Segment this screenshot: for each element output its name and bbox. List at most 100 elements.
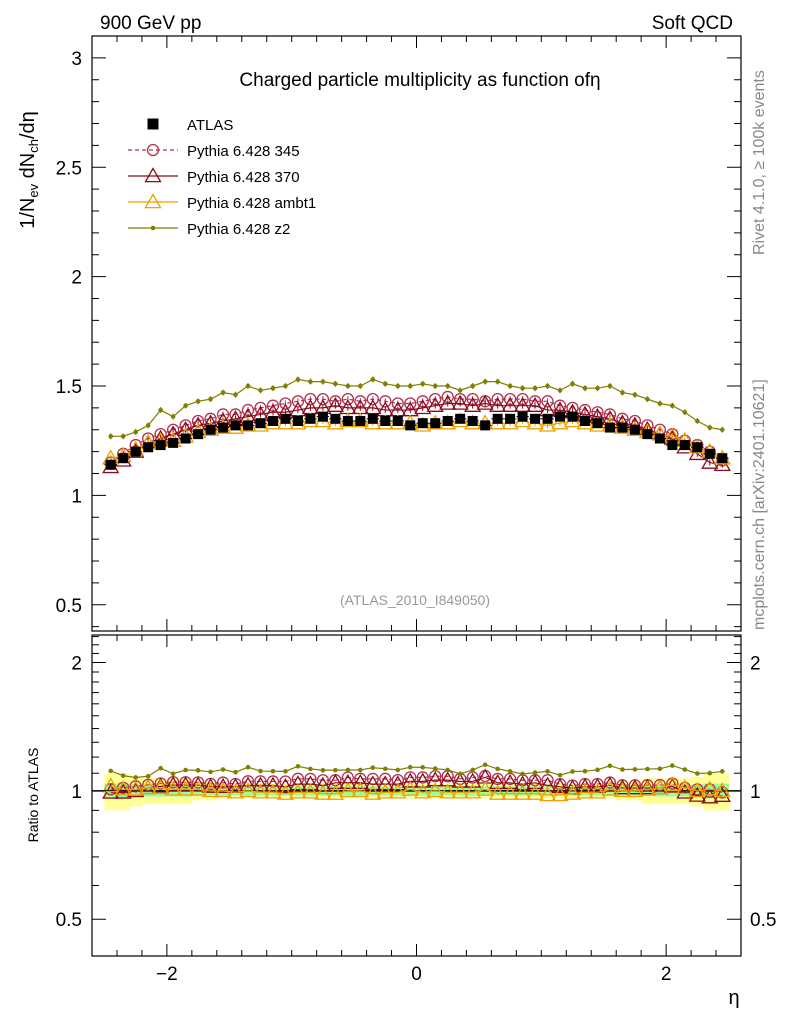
- ratio-y-tick-label-right: 0.5: [750, 910, 776, 931]
- series-point: [279, 397, 292, 410]
- data-point: [180, 433, 191, 444]
- ratio-point: [416, 771, 429, 784]
- ratio-point: [682, 767, 688, 772]
- series-point: [341, 392, 355, 406]
- series-point: [501, 396, 519, 412]
- series-point: [108, 434, 114, 439]
- series-point: [470, 383, 475, 389]
- x-tick-label: 2: [661, 964, 672, 985]
- series-point: [595, 385, 600, 391]
- data-point: [130, 446, 141, 457]
- ratio-point: [688, 782, 706, 798]
- data-point: [230, 420, 241, 431]
- data-point: [654, 433, 665, 444]
- data-point: [330, 413, 341, 424]
- series-point: [158, 407, 163, 413]
- series-point: [379, 395, 392, 408]
- ratio-point: [264, 776, 282, 792]
- series-point: [457, 388, 463, 393]
- data-point: [193, 429, 204, 440]
- ratio-point: [526, 784, 544, 800]
- ratio-point: [551, 786, 569, 802]
- ratio-point: [457, 771, 463, 777]
- legend-marker: [144, 193, 162, 209]
- ratio-y-tick-label-right: 2: [750, 653, 761, 674]
- ratio-point: [601, 780, 619, 796]
- ratio-y-tick-label: 2: [71, 653, 82, 674]
- series-line-3: [110, 378, 723, 437]
- data-point: [168, 437, 179, 448]
- ratio-point: [513, 784, 532, 800]
- ratio-point: [676, 779, 694, 795]
- data-point: [455, 413, 466, 424]
- data-point: [367, 413, 378, 424]
- ratio-point: [414, 783, 432, 799]
- y-tick-label: 3: [71, 49, 82, 70]
- legend-item: ATLAS: [147, 117, 233, 134]
- ratio-point: [102, 777, 120, 793]
- data-point: [567, 411, 578, 422]
- data-point: [555, 411, 566, 422]
- series-point: [333, 381, 338, 387]
- ratio-point: [314, 784, 332, 800]
- ratio-point: [241, 775, 255, 788]
- data-point: [267, 416, 278, 426]
- ratio-point: [120, 773, 126, 778]
- ratio-point: [507, 769, 513, 774]
- data-point: [118, 453, 129, 464]
- data-point: [530, 413, 541, 424]
- ratio-point: [114, 783, 132, 799]
- ratio-point: [626, 779, 644, 795]
- ratio-point: [114, 780, 132, 796]
- series-point: [382, 381, 388, 387]
- axes: −2 0 2 0.5 1 1.5 2 2.5 3 0.5 0.5 1 1 2 2: [56, 35, 776, 985]
- ratio-point: [582, 768, 588, 774]
- ratio-point: [538, 776, 557, 792]
- data-point: [143, 442, 154, 453]
- series-point: [420, 381, 426, 387]
- data-point: [592, 418, 603, 429]
- ratio-point: [676, 783, 694, 799]
- ratio-point: [254, 775, 267, 788]
- ratio-point: [432, 766, 438, 771]
- series-point: [326, 396, 344, 412]
- series-point: [489, 396, 507, 412]
- ratio-point: [663, 776, 681, 792]
- ratio-point: [333, 767, 338, 773]
- ratio-point: [407, 764, 413, 770]
- data-point: [205, 424, 216, 435]
- ratio-point: [345, 767, 351, 773]
- data-point: [292, 416, 303, 426]
- series-point: [304, 392, 317, 406]
- ratio-point: [251, 776, 270, 792]
- ratio-point: [395, 767, 401, 773]
- series-point: [657, 401, 663, 406]
- ratio-point: [426, 782, 444, 798]
- ratio-point: [364, 784, 382, 800]
- data-point: [467, 416, 478, 426]
- series-point: [308, 379, 313, 384]
- ratio-point: [158, 765, 163, 771]
- series-point: [407, 383, 413, 389]
- series-point: [482, 379, 488, 384]
- y-tick-label: 0.5: [56, 596, 82, 617]
- data-point: [505, 413, 516, 424]
- series-point: [291, 395, 305, 408]
- ratio-point: [201, 777, 220, 793]
- data-point: [243, 420, 254, 431]
- series-point: [208, 396, 213, 402]
- ratio-point: [526, 774, 544, 790]
- ratio-y-tick-label-right: 1: [750, 782, 761, 803]
- series-point: [145, 423, 151, 428]
- ratio-point: [545, 769, 550, 774]
- ratio-point: [351, 773, 369, 790]
- ratio-point: [538, 786, 557, 802]
- ratio-point: [464, 783, 482, 799]
- ratio-point: [308, 766, 313, 772]
- ratio-point: [489, 774, 507, 790]
- ratio-point: [152, 777, 170, 793]
- ratio-point: [320, 767, 326, 773]
- ratio-point: [439, 783, 457, 799]
- ratio-point: [164, 780, 182, 796]
